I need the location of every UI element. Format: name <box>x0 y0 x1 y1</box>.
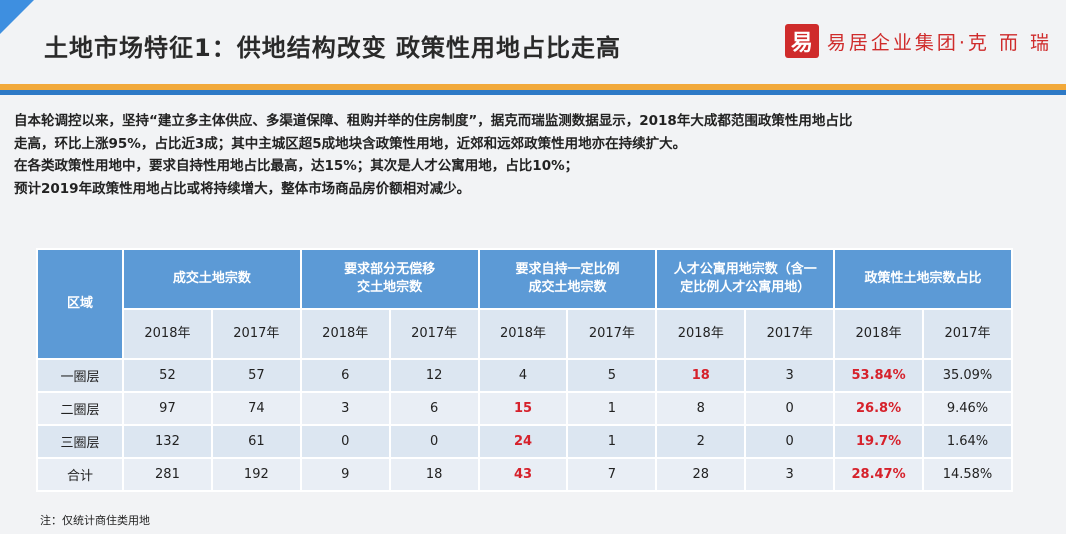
header-group-line: 人才公寓用地宗数（含一 <box>673 262 817 277</box>
table-cell: 57 <box>210 358 302 393</box>
table-cell: 18 <box>388 457 480 492</box>
land-stats-table: 区域 成交土地宗数 要求部分无偿移 交土地宗数 要求自持一定比例 成交土地宗数 … <box>36 248 1013 492</box>
table-cell: 6 <box>388 391 480 426</box>
table-cell: 0 <box>299 424 391 459</box>
row-region: 一圈层 <box>36 358 124 393</box>
table-cell: 3 <box>299 391 391 426</box>
table-row: 一圈层 52 57 6 12 4 5 18 3 53.84% 35.09% <box>36 358 1013 393</box>
row-region: 三圈层 <box>36 424 124 459</box>
header-year: 2017年 <box>210 308 302 360</box>
description-line: 预计2019年政策性用地占比或将持续增大，整体市场商品房价额相对减少。 <box>14 180 471 197</box>
table-cell-highlight: 24 <box>477 424 569 459</box>
header-group-line: 要求部分无偿移 <box>344 262 436 277</box>
header-group-line: 交土地宗数 <box>357 280 423 295</box>
logo-mark-icon: 易 <box>784 24 819 58</box>
description-line: 在各类政策性用地中，要求自持性用地占比最高，达15%；其次是人才公寓用地，占比1… <box>14 158 579 174</box>
table-cell: 1 <box>566 391 658 426</box>
description-line: 走高，环比上涨95%，占比近3成；其中主城区超5成地块含政策性用地，近郊和远郊政… <box>14 135 687 152</box>
table-cell: 61 <box>210 424 302 459</box>
header-group-transfer: 要求部分无偿移 交土地宗数 <box>299 248 480 310</box>
table-cell: 0 <box>744 424 836 459</box>
table-cell: 28 <box>655 457 747 492</box>
header-year: 2018年 <box>477 308 569 360</box>
table-cell: 281 <box>122 457 213 492</box>
description-line: 自本轮调控以来，坚持“建立多主体供应、多渠道保障、租购并举的住房制度”，据克而瑞… <box>14 113 853 129</box>
table-cell: 14.58% <box>922 457 1013 492</box>
table-cell: 35.09% <box>922 358 1013 393</box>
description-text: 自本轮调控以来，坚持“建立多主体供应、多渠道保障、租购并举的住房制度”，据克而瑞… <box>14 110 1054 200</box>
table-cell: 52 <box>122 358 213 393</box>
header-year: 2018年 <box>299 308 391 360</box>
header-group-self-hold: 要求自持一定比例 成交土地宗数 <box>477 248 658 310</box>
table-cell: 1.64% <box>922 424 1013 459</box>
table-cell: 8 <box>655 391 747 426</box>
table-cell: 3 <box>744 457 836 492</box>
table-cell: 6 <box>299 358 391 393</box>
header-year: 2017年 <box>388 308 480 360</box>
header-group-policy-ratio: 政策性土地宗数占比 <box>833 248 1013 310</box>
table-cell: 2 <box>655 424 747 459</box>
header-group-line: 成交土地宗数 <box>528 280 607 295</box>
header-group-deals: 成交土地宗数 <box>122 248 302 310</box>
table-cell-highlight: 43 <box>477 457 569 492</box>
table-cell-highlight: 18 <box>655 358 747 393</box>
table-cell-highlight: 15 <box>477 391 569 426</box>
table-cell: 192 <box>210 457 302 492</box>
table-row-total: 合计 281 192 9 18 43 7 28 3 28.47% 14.58% <box>36 457 1013 492</box>
table-cell: 97 <box>122 391 213 426</box>
row-region: 合计 <box>36 457 124 492</box>
company-logo: 易 易居企业集团·克 而 瑞 <box>784 24 1052 58</box>
table-cell: 0 <box>744 391 836 426</box>
header-year: 2018年 <box>833 308 925 360</box>
header-divider-blue <box>0 90 1066 95</box>
header-group-line: 定比例人才公寓用地） <box>680 280 811 295</box>
footnote: 注：仅统计商住类用地 <box>40 514 150 527</box>
row-region: 二圈层 <box>36 391 124 426</box>
page-title: 土地市场特征1：供地结构改变 政策性用地占比走高 <box>44 34 622 62</box>
table-cell: 9 <box>299 457 391 492</box>
table-cell: 12 <box>388 358 480 393</box>
table-cell: 4 <box>477 358 569 393</box>
table-cell: 74 <box>210 391 302 426</box>
table-cell-highlight: 26.8% <box>833 391 925 426</box>
header-year: 2018年 <box>122 308 213 360</box>
table-row: 二圈层 97 74 3 6 15 1 8 0 26.8% 9.46% <box>36 391 1013 426</box>
table-cell: 3 <box>744 358 836 393</box>
header-year: 2017年 <box>566 308 658 360</box>
header-year: 2017年 <box>744 308 836 360</box>
table-cell: 5 <box>566 358 658 393</box>
header-year: 2018年 <box>655 308 747 360</box>
table-cell-highlight: 53.84% <box>833 358 925 393</box>
header-divider-orange <box>0 84 1066 90</box>
table-row: 三圈层 132 61 0 0 24 1 2 0 19.7% 1.64% <box>36 424 1013 459</box>
table-cell-highlight: 28.47% <box>833 457 925 492</box>
corner-accent <box>0 0 34 34</box>
table-cell: 0 <box>388 424 480 459</box>
header-year: 2017年 <box>922 308 1013 360</box>
header-group-line: 成交土地宗数 <box>172 271 251 286</box>
header-group-talent-apartment: 人才公寓用地宗数（含一 定比例人才公寓用地） <box>655 248 836 310</box>
table-cell: 9.46% <box>922 391 1013 426</box>
table-cell: 1 <box>566 424 658 459</box>
logo-text: 易居企业集团·克 而 瑞 <box>826 31 1052 54</box>
table-cell-highlight: 19.7% <box>833 424 925 459</box>
header-region: 区域 <box>36 248 124 360</box>
table-cell: 7 <box>566 457 658 492</box>
header-group-line: 政策性土地宗数占比 <box>864 271 982 286</box>
header-group-line: 要求自持一定比例 <box>515 262 620 277</box>
table-cell: 132 <box>122 424 213 459</box>
